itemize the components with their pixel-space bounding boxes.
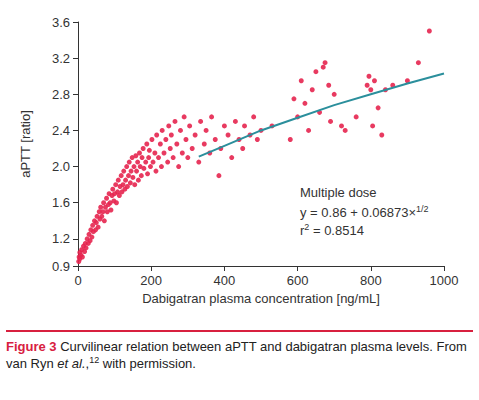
- svg-text:1.6: 1.6: [52, 195, 70, 210]
- svg-text:Multiple dose: Multiple dose: [300, 185, 377, 200]
- svg-text:1.2: 1.2: [52, 231, 70, 246]
- svg-text:3.6: 3.6: [52, 15, 70, 30]
- svg-text:2.4: 2.4: [52, 123, 70, 138]
- svg-text:1/2: 1/2: [416, 204, 429, 214]
- svg-text:2.0: 2.0: [52, 159, 70, 174]
- html-text:Figure 3 Curvilinear relation: Figure 3 Curvilinear relation between aP…: [6, 339, 467, 371]
- svg-text:Dabigatran plasma concentratio: Dabigatran plasma concentration [ng/mL]: [142, 291, 380, 306]
- svg-text:200: 200: [140, 273, 162, 288]
- svg-text:2.8: 2.8: [52, 87, 70, 102]
- svg-text:y = 0.86 + 0.06873×: y = 0.86 + 0.06873×: [300, 205, 416, 220]
- svg-text:3.2: 3.2: [52, 51, 70, 66]
- svg-text:600: 600: [287, 273, 309, 288]
- svg-text:= 0.8514: = 0.8514: [309, 223, 364, 238]
- html-text:r2: r2: [300, 221, 310, 238]
- svg-text:800: 800: [360, 273, 382, 288]
- svg-text:0: 0: [74, 273, 81, 288]
- svg-text:1000: 1000: [430, 273, 459, 288]
- svg-text:400: 400: [214, 273, 236, 288]
- svg-text:aPTT [ratio]: aPTT [ratio]: [18, 110, 33, 178]
- svg-text:0.9: 0.9: [52, 259, 70, 274]
